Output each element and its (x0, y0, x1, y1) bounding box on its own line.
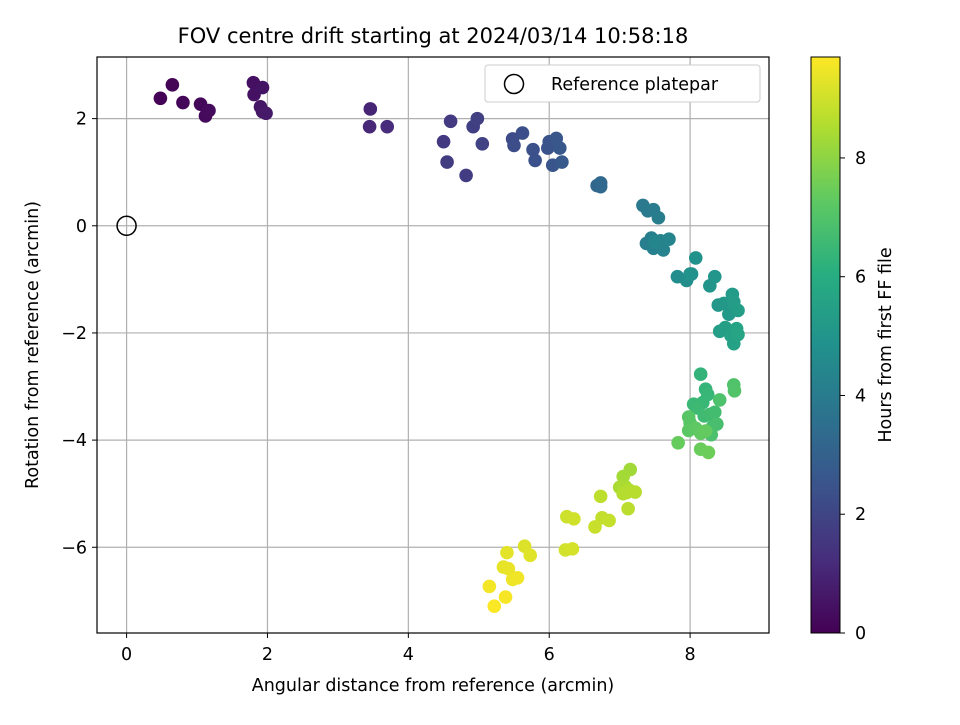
data-point (362, 119, 377, 134)
data-point (528, 153, 542, 168)
data-point (153, 91, 168, 106)
data-point (500, 545, 514, 560)
data-point (176, 95, 190, 110)
data-point (688, 251, 703, 265)
data-point (555, 155, 569, 169)
x-tick-label: 0 (121, 645, 132, 665)
data-point (662, 232, 676, 246)
data-point (616, 486, 630, 501)
data-point (628, 485, 642, 499)
data-point (616, 469, 630, 484)
colorbar-tick-label: 6 (855, 268, 866, 288)
data-point (698, 424, 713, 438)
data-point (727, 384, 742, 398)
colorbar-ticks: 0 2 4 6 8 (840, 149, 866, 644)
y-axis-ticks: −6 −4 −2 0 2 (61, 110, 97, 558)
data-point (459, 168, 473, 183)
x-tick-label: 6 (544, 645, 555, 665)
x-axis-ticks: 0 2 4 6 8 (121, 633, 696, 665)
colorbar-label: Hours from first FF file (876, 247, 896, 442)
data-point (482, 579, 497, 594)
data-point (526, 142, 540, 157)
plot-frame (96, 56, 770, 634)
data-points (153, 75, 745, 614)
legend-marker-icon (503, 73, 525, 95)
data-point (202, 103, 216, 118)
data-point (475, 137, 490, 151)
data-point (593, 489, 608, 504)
x-tick-label: 8 (685, 645, 696, 665)
data-point (487, 599, 502, 614)
x-tick-label: 4 (403, 645, 414, 665)
data-point (565, 542, 580, 556)
x-tick-label: 2 (262, 645, 273, 665)
data-point (707, 269, 722, 284)
data-point (436, 134, 451, 149)
colorbar: 0 2 4 6 8 Hours from first FF file (810, 56, 896, 644)
data-point (621, 501, 635, 516)
data-point (731, 327, 745, 342)
legend-label: Reference platepar (551, 75, 719, 95)
data-point (255, 80, 270, 95)
reference-point (116, 215, 137, 237)
data-point (651, 210, 666, 225)
data-point (507, 138, 521, 153)
data-point (602, 513, 616, 528)
data-point (443, 114, 458, 129)
data-point (440, 155, 454, 169)
grid (97, 57, 769, 633)
data-point (593, 179, 608, 194)
y-tick-label: 2 (76, 110, 87, 130)
y-axis-label: Rotation from reference (arcmin) (23, 201, 43, 489)
data-point (701, 445, 716, 460)
colorbar-gradient (810, 56, 841, 634)
data-point (515, 126, 530, 140)
colorbar-tick-label: 2 (855, 505, 866, 525)
data-point (363, 102, 378, 116)
data-point (731, 303, 745, 318)
data-point (501, 561, 516, 576)
y-tick-label: 0 (76, 217, 87, 237)
data-point (648, 235, 662, 249)
colorbar-tick-label: 8 (855, 149, 866, 169)
reference-marker (116, 215, 137, 237)
data-point (693, 367, 708, 382)
data-point (707, 405, 722, 420)
y-tick-label: −6 (61, 538, 87, 558)
data-point (510, 571, 525, 585)
data-point (656, 243, 671, 257)
y-tick-label: −4 (61, 431, 87, 451)
legend: Reference platepar (484, 64, 761, 103)
chart-title: FOV centre drift starting at 2024/03/14 … (178, 24, 689, 48)
y-tick-label: −2 (61, 324, 87, 344)
data-point (552, 141, 567, 155)
x-axis-label: Angular distance from reference (arcmin) (252, 676, 615, 696)
data-point (671, 435, 685, 450)
data-point (523, 548, 538, 563)
colorbar-tick-label: 0 (855, 624, 866, 644)
legend-box (484, 64, 761, 103)
colorbar-tick-label: 4 (855, 386, 866, 406)
data-point (380, 119, 395, 134)
data-point (710, 417, 724, 431)
data-point (165, 78, 180, 92)
data-point (470, 111, 485, 126)
data-point (588, 520, 602, 534)
data-point (498, 590, 513, 604)
data-point (567, 512, 581, 526)
data-point (259, 106, 273, 121)
data-point (683, 267, 697, 281)
data-point (712, 393, 727, 407)
